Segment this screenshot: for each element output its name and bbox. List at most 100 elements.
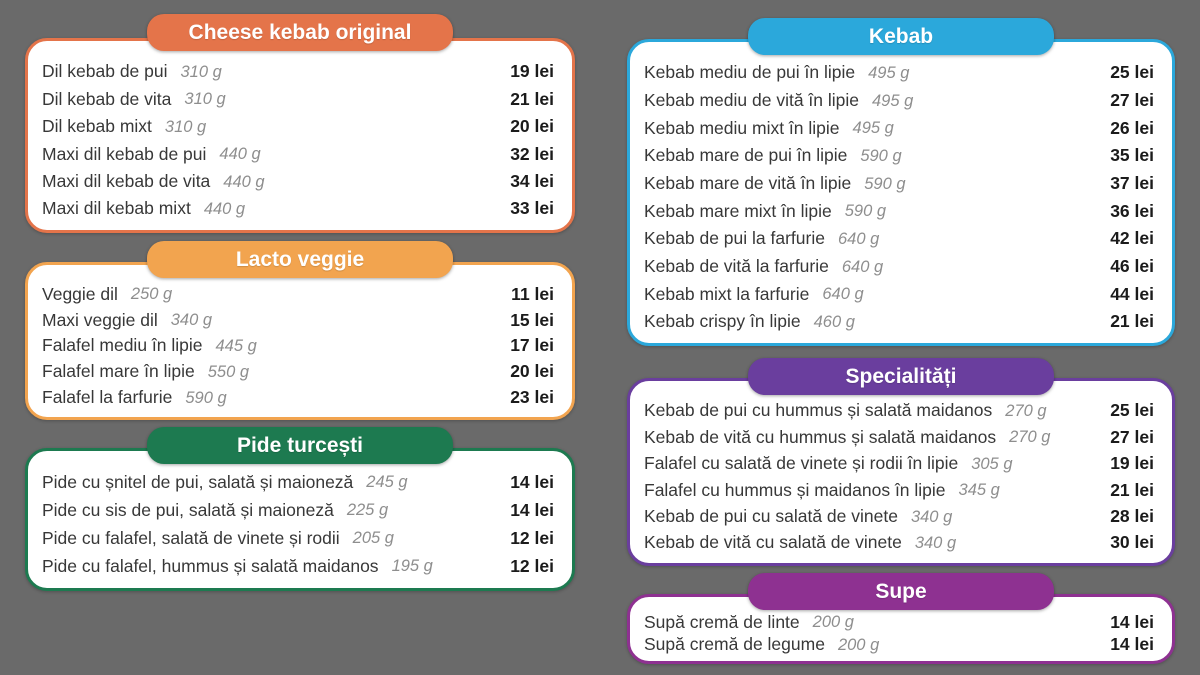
menu-item-row: Supă cremă de linte 200 g 14 lei xyxy=(644,611,1154,632)
item-name: Pide cu falafel, hummus și salată maidan… xyxy=(42,555,379,576)
section-kebab: Kebab mediu de pui în lipie 495 g 25 lei Ke… xyxy=(627,18,1175,346)
section-cheese-kebab-original: Dil kebab de pui 310 g 19 lei Dil kebab de … xyxy=(25,14,575,233)
item-weight: 590 g xyxy=(844,202,887,221)
item-weight: 495 g xyxy=(868,63,910,82)
menu-item-row: Pide cu falafel, hummus și salată maidan… xyxy=(42,555,554,576)
item-weight: 340 g xyxy=(910,507,953,526)
section-panel: Pide cu șnitel de pui, salată și maionez… xyxy=(25,448,575,591)
menu-items: Pide cu șnitel de pui, salată și maionez… xyxy=(28,451,572,588)
item-name: Maxi dil kebab mixt xyxy=(42,198,191,219)
item-weight: 340 g xyxy=(170,311,213,330)
item-price: 46 lei xyxy=(1110,256,1154,276)
section-panel: Kebab mediu de pui în lipie 495 g 25 lei Ke… xyxy=(627,39,1175,346)
item-weight: 200 g xyxy=(812,613,854,632)
item-price: 20 lei xyxy=(510,361,554,382)
menu-item-row: Falafel cu salată de vinete și rodii în … xyxy=(644,453,1154,474)
section-specialitati: Kebab de pui cu hummus și salată maidano… xyxy=(627,358,1175,566)
section-title: Lacto veggie xyxy=(235,247,365,271)
item-price: 42 lei xyxy=(1110,228,1154,249)
menu-item-row: Kebab mare mixt în lipie 590 g 36 lei xyxy=(644,200,1154,221)
item-weight: 245 g xyxy=(366,473,408,492)
menu-item-row: Kebab mare de pui în lipie 590 g 35 lei xyxy=(644,145,1154,166)
item-name: Pide cu șnitel de pui, salată și maionez… xyxy=(42,471,354,492)
section-pide-turcesti: Pide cu șnitel de pui, salată și maionez… xyxy=(25,427,575,591)
item-name: Kebab crispy în lipie xyxy=(644,311,801,332)
item-name: Maxi dil kebab de pui xyxy=(42,143,207,164)
item-weight: 250 g xyxy=(130,285,173,304)
menu-item-row: Falafel mediu în lipie 445 g 17 lei xyxy=(42,335,554,356)
menu-items: Kebab de pui cu hummus și salată maidano… xyxy=(630,381,1172,563)
item-name: Kebab mare mixt în lipie xyxy=(644,200,832,221)
item-weight: 200 g xyxy=(837,635,880,654)
menu-item-row: Maxi dil kebab de pui 440 g 32 lei xyxy=(42,143,554,164)
section-header-tab: Pide turcești xyxy=(147,427,453,464)
section-header-tab: Supe xyxy=(748,573,1054,610)
item-price: 21 lei xyxy=(510,88,554,109)
item-weight: 640 g xyxy=(822,285,864,304)
item-name: Kebab mediu de pui în lipie xyxy=(644,62,856,83)
item-weight: 345 g xyxy=(958,481,1000,500)
menu-item-row: Kebab de pui cu salată de vinete 340 g 28 … xyxy=(644,506,1154,527)
section-supe: Supă cremă de linte 200 g 14 lei Supă cremă… xyxy=(627,573,1175,664)
section-lacto-veggie: Veggie dil 250 g 11 lei Maxi veggie dil 340 … xyxy=(25,241,575,421)
item-name: Kebab de vită cu salată de vinete xyxy=(644,532,902,553)
item-name: Kebab de pui cu hummus și salată maidano… xyxy=(644,400,993,421)
item-name: Falafel mediu în lipie xyxy=(42,335,203,356)
item-weight: 440 g xyxy=(223,172,265,191)
item-price: 27 lei xyxy=(1110,90,1154,111)
menu-items: Veggie dil 250 g 11 lei Maxi veggie dil 340 … xyxy=(28,265,572,417)
section-title: Supe xyxy=(875,579,927,603)
item-price: 27 lei xyxy=(1110,426,1154,447)
item-price: 23 lei xyxy=(510,387,554,408)
item-price: 12 lei xyxy=(510,555,554,576)
menu-item-row: Dil kebab de vita 310 g 21 lei xyxy=(42,88,554,109)
item-price: 33 lei xyxy=(510,198,554,219)
item-price: 28 lei xyxy=(1110,506,1154,527)
item-name: Kebab mare de vită în lipie xyxy=(644,173,852,194)
menu-item-row: Kebab de pui la farfurie 640 g 42 lei xyxy=(644,228,1154,249)
item-price: 21 lei xyxy=(1110,479,1154,500)
section-title: Pide turcești xyxy=(236,433,364,457)
section-title: Specialități xyxy=(845,364,957,388)
item-price: 44 lei xyxy=(1110,283,1154,304)
item-weight: 340 g xyxy=(914,534,957,553)
menu-item-row: Maxi dil kebab mixt 440 g 33 lei xyxy=(42,198,554,219)
item-name: Kebab mediu mixt în lipie xyxy=(644,117,840,138)
item-weight: 305 g xyxy=(971,454,1013,473)
item-name: Pide cu falafel, salată de vinete și rod… xyxy=(42,527,340,548)
item-name: Kebab de pui la farfurie xyxy=(644,228,825,249)
section-header-tab: Specialități xyxy=(748,358,1054,395)
item-name: Kebab de vită cu hummus și salată maidan… xyxy=(644,426,997,447)
item-price: 19 lei xyxy=(510,61,554,82)
menu-item-row: Kebab mediu de pui în lipie 495 g 25 lei xyxy=(644,62,1154,83)
item-weight: 310 g xyxy=(180,62,222,81)
menu-item-row: Falafel la farfurie 590 g 23 lei xyxy=(42,387,554,408)
item-weight: 310 g xyxy=(184,90,226,109)
section-header-tab: Lacto veggie xyxy=(147,241,453,278)
item-price: 35 lei xyxy=(1110,145,1154,166)
menu-items: Supă cremă de linte 200 g 14 lei Supă cremă… xyxy=(630,597,1172,661)
section-title: Cheese kebab original xyxy=(188,20,412,44)
menu-item-row: Dil kebab mixt 310 g 20 lei xyxy=(42,116,554,136)
menu-item-row: Kebab de pui cu hummus și salată maidano… xyxy=(644,400,1154,421)
item-weight: 310 g xyxy=(164,117,207,136)
item-weight: 550 g xyxy=(207,362,250,381)
menu-item-row: Veggie dil 250 g 11 lei xyxy=(42,284,554,304)
item-price: 15 lei xyxy=(510,309,554,330)
menu-item-row: Kebab de vită cu hummus și salată maidan… xyxy=(644,426,1154,447)
item-name: Falafel mare în lipie xyxy=(42,361,195,382)
item-price: 14 lei xyxy=(510,471,554,492)
section-panel: Dil kebab de pui 310 g 19 lei Dil kebab de … xyxy=(25,38,575,233)
item-name: Pide cu sis de pui, salată și maioneză xyxy=(42,499,334,520)
item-price: 25 lei xyxy=(1110,62,1154,83)
item-weight: 590 g xyxy=(860,146,902,165)
item-name: Maxi dil kebab de vita xyxy=(42,171,211,192)
item-name: Falafel cu salată de vinete și rodii în … xyxy=(644,453,959,474)
item-price: 14 lei xyxy=(1110,611,1154,632)
item-weight: 445 g xyxy=(215,336,257,355)
item-name: Falafel cu hummus și maidanos în lipie xyxy=(644,479,946,500)
item-name: Supă cremă de linte xyxy=(644,611,800,632)
menu-item-row: Maxi dil kebab de vita 440 g 34 lei xyxy=(42,171,554,192)
menu-item-row: Dil kebab de pui 310 g 19 lei xyxy=(42,61,554,82)
